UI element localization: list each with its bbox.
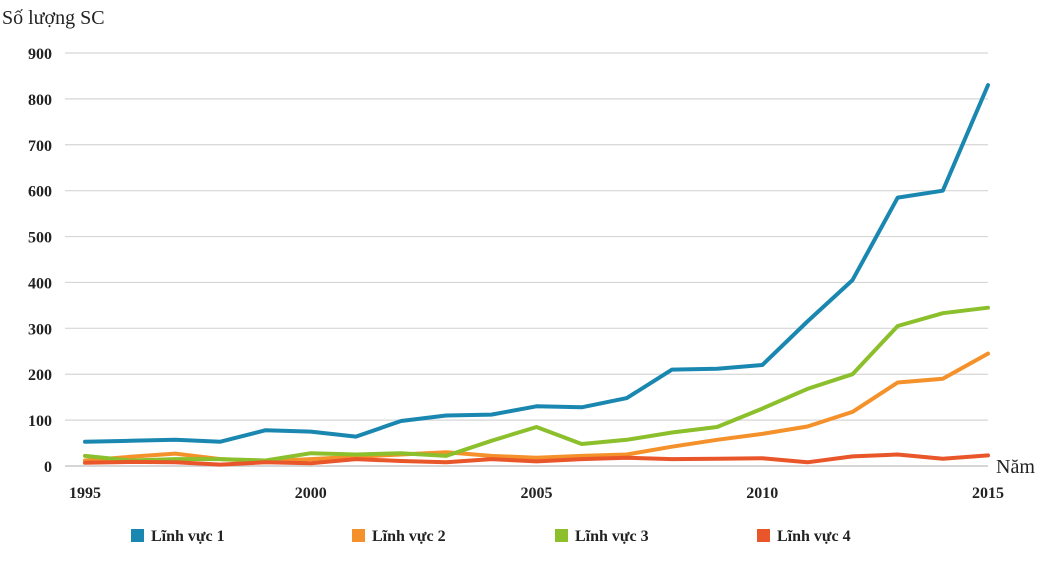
legend-swatch: [757, 529, 770, 542]
x-tick-labels: 1995 2000 2005 2010 2015: [69, 485, 1004, 502]
legend-swatch: [131, 529, 144, 542]
y-tick-label: 900: [28, 46, 52, 63]
x-tick-label: 2010: [746, 485, 778, 502]
x-tick-label: 2015: [972, 485, 1004, 502]
x-axis-title: Năm: [996, 456, 1035, 478]
legend-swatch: [352, 529, 365, 542]
y-tick-label: 800: [28, 92, 52, 109]
series-line-1: [83, 83, 990, 444]
legend-label: Lĩnh vực 3: [575, 528, 649, 545]
y-tick-label: 400: [28, 275, 52, 292]
legend-swatch: [555, 529, 568, 542]
series-lines: [83, 83, 990, 467]
y-tick-label: 700: [28, 138, 52, 155]
y-tick-label: 600: [28, 184, 52, 201]
legend-label: Lĩnh vực 2: [372, 528, 446, 545]
legend-item-1: Lĩnh vực 1: [131, 528, 225, 545]
y-tick-label: 100: [28, 413, 52, 430]
legend: Lĩnh vực 1 Lĩnh vực 2 Lĩnh vực 3 Lĩnh vực 4: [131, 528, 851, 545]
legend-label: Lĩnh vực 4: [777, 528, 851, 545]
y-tick-label: 200: [28, 367, 52, 384]
legend-label: Lĩnh vực 1: [151, 528, 225, 545]
gridlines: [65, 52, 988, 467]
series-line-4: [83, 452, 990, 467]
x-tick-label: 2005: [521, 485, 553, 502]
y-tick-label: 300: [28, 321, 52, 338]
x-tick-label: 2000: [295, 485, 327, 502]
legend-item-3: Lĩnh vực 3: [555, 528, 649, 545]
y-axis-title: Số lượng SC: [2, 7, 105, 29]
y-tick-labels: 0 100 200 300 400 500 600 700 800 900: [28, 46, 52, 476]
legend-item-4: Lĩnh vực 4: [757, 528, 851, 545]
y-tick-label: 0: [44, 459, 52, 476]
x-tick-label: 1995: [69, 485, 101, 502]
series-line-3: [83, 305, 990, 463]
y-tick-label: 500: [28, 230, 52, 247]
legend-item-2: Lĩnh vực 2: [352, 528, 446, 545]
